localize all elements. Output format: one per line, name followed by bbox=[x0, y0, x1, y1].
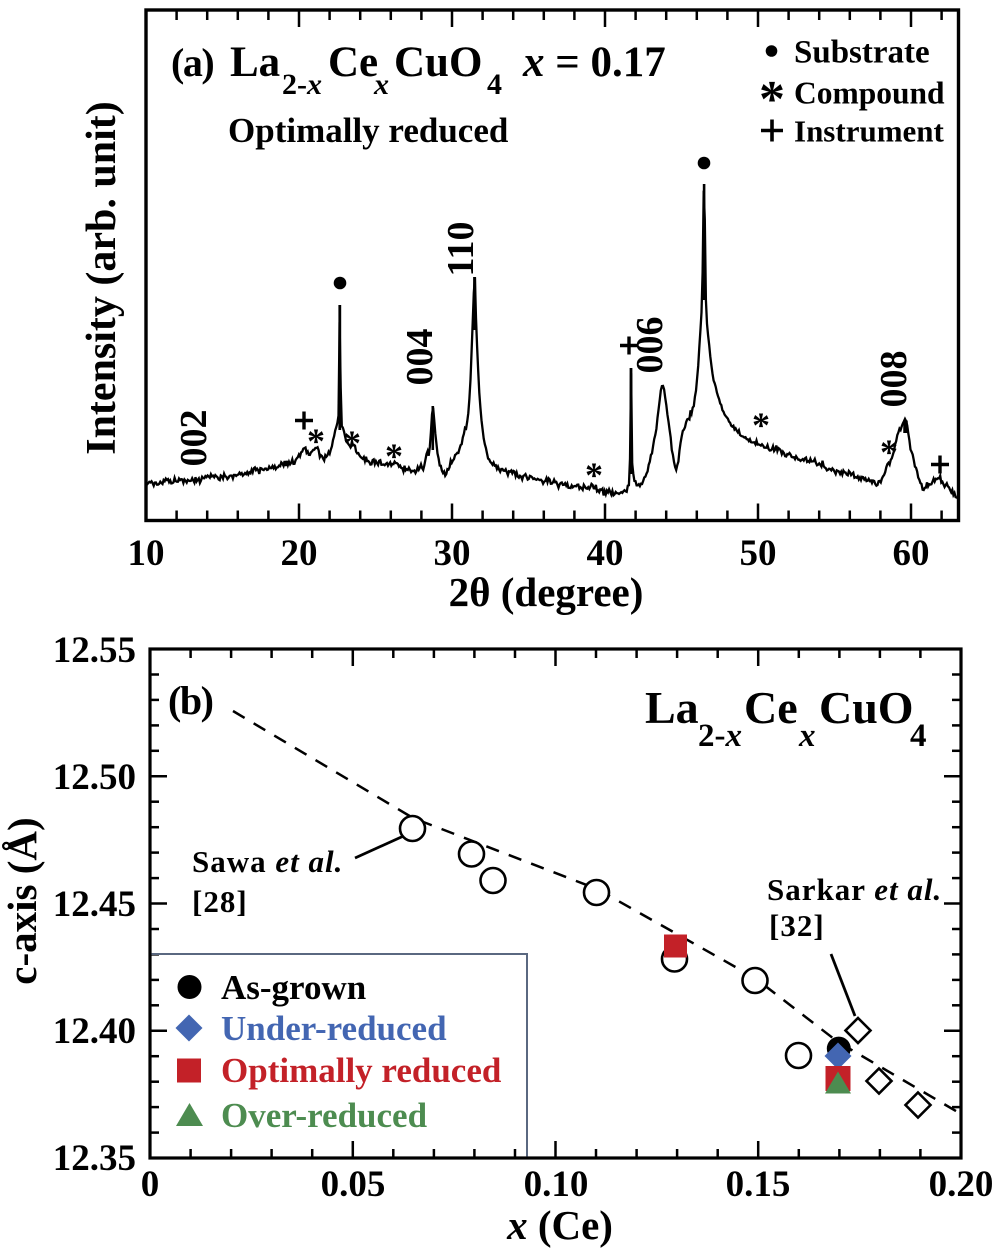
svg-text:Intensity (arb. unit): Intensity (arb. unit) bbox=[79, 101, 125, 455]
svg-text:0.05: 0.05 bbox=[321, 1164, 386, 1205]
svg-text:30: 30 bbox=[434, 533, 471, 574]
svg-text:60: 60 bbox=[893, 533, 930, 574]
svg-text:Under-reduced: Under-reduced bbox=[221, 1009, 447, 1048]
svg-text:*: * bbox=[759, 71, 785, 128]
svg-text:x: x bbox=[798, 718, 816, 754]
svg-text:Sarkar et al.: Sarkar et al. bbox=[767, 872, 942, 907]
svg-text:Ce: Ce bbox=[744, 682, 798, 733]
svg-text:*: * bbox=[880, 432, 898, 472]
svg-text:*: * bbox=[752, 405, 770, 445]
svg-text:2-x: 2-x bbox=[282, 68, 322, 101]
svg-text:004: 004 bbox=[399, 329, 441, 386]
svg-text:40: 40 bbox=[587, 533, 624, 574]
svg-text:50: 50 bbox=[740, 533, 777, 574]
svg-text:Optimally reduced: Optimally reduced bbox=[228, 111, 509, 150]
svg-text:12.50: 12.50 bbox=[53, 757, 136, 798]
svg-text:x: x bbox=[373, 68, 389, 101]
svg-text:Sawa et al.: Sawa et al. bbox=[192, 844, 343, 879]
svg-text:As-grown: As-grown bbox=[221, 968, 366, 1007]
svg-text:La: La bbox=[645, 682, 699, 733]
svg-text:c-axis (Å): c-axis (Å) bbox=[0, 817, 45, 984]
svg-text:*: * bbox=[343, 423, 361, 463]
svg-text:12.40: 12.40 bbox=[53, 1011, 136, 1052]
svg-text:2-x: 2-x bbox=[698, 718, 742, 754]
svg-text:*: * bbox=[385, 436, 403, 476]
svg-text:Instrument: Instrument bbox=[794, 114, 945, 149]
svg-text:*: * bbox=[585, 455, 603, 495]
svg-text:[28]: [28] bbox=[192, 884, 248, 919]
svg-text:Over-reduced: Over-reduced bbox=[221, 1096, 428, 1135]
svg-text:Compound: Compound bbox=[794, 76, 945, 111]
svg-text:12.35: 12.35 bbox=[53, 1138, 136, 1179]
svg-text:0.15: 0.15 bbox=[726, 1164, 791, 1205]
svg-text:2θ (degree): 2θ (degree) bbox=[449, 569, 644, 615]
svg-text:008: 008 bbox=[873, 351, 915, 408]
svg-text:[32]: [32] bbox=[769, 908, 825, 943]
svg-text:10: 10 bbox=[128, 533, 165, 574]
svg-text:x (Ce): x (Ce) bbox=[506, 1202, 613, 1248]
svg-text:CuO: CuO bbox=[394, 39, 482, 86]
svg-text:CuO: CuO bbox=[819, 682, 914, 733]
svg-text:0.20: 0.20 bbox=[929, 1164, 994, 1205]
svg-text:0: 0 bbox=[141, 1164, 160, 1205]
svg-text:12.45: 12.45 bbox=[53, 884, 136, 925]
svg-text:0.10: 0.10 bbox=[524, 1164, 589, 1205]
svg-text:(a): (a) bbox=[171, 40, 213, 85]
svg-text:12.55: 12.55 bbox=[53, 630, 136, 671]
svg-text:x = 0.17: x = 0.17 bbox=[522, 39, 666, 86]
svg-text:Optimally reduced: Optimally reduced bbox=[221, 1051, 502, 1090]
svg-text:4: 4 bbox=[487, 68, 502, 101]
svg-text:002: 002 bbox=[173, 410, 215, 467]
svg-text:(b): (b) bbox=[168, 678, 213, 723]
svg-text:110: 110 bbox=[440, 222, 482, 277]
svg-text:La: La bbox=[230, 39, 280, 86]
svg-text:4: 4 bbox=[910, 718, 927, 754]
svg-text:Substrate: Substrate bbox=[794, 35, 930, 71]
svg-text:Ce: Ce bbox=[328, 39, 378, 86]
svg-text:20: 20 bbox=[281, 533, 318, 574]
svg-text:*: * bbox=[307, 421, 325, 461]
